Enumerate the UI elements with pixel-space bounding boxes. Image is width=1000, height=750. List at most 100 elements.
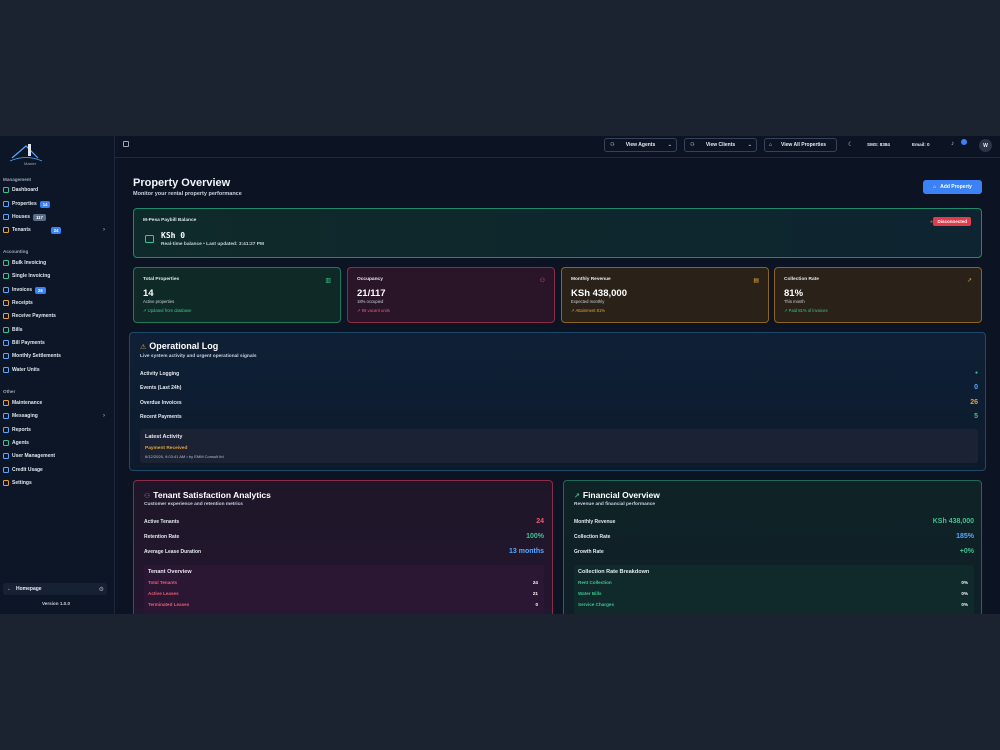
list-item: Service Charges 0%: [578, 602, 968, 607]
users-icon: [3, 227, 9, 233]
financial-overview-title: ↗ Financial Overview: [574, 490, 660, 500]
kv-row: Retention Rate 100%: [144, 533, 544, 540]
mpesa-label: M-Pesa Paybill Balance: [143, 218, 197, 223]
mpesa-balance-card: M-Pesa Paybill Balance ● Disconnected KS…: [133, 208, 982, 258]
properties-badge: 14: [39, 200, 51, 208]
stat-card-monthly-revenue[interactable]: Monthly Revenue ▤ KSh 438,000 Expected m…: [561, 267, 769, 323]
trending-up-icon: ↗: [574, 493, 580, 500]
view-agents-dropdown[interactable]: ⚇ View Agents ⌄: [604, 138, 677, 152]
tenants-badge: 24: [50, 226, 62, 234]
gear-icon: [3, 480, 9, 486]
bell-icon[interactable]: ♪: [951, 141, 954, 147]
chart-icon: [3, 427, 9, 433]
section-other: Other: [3, 389, 16, 394]
list-item: Terminated Leases 0: [148, 602, 538, 607]
card-icon: [3, 467, 9, 473]
sidebar-item-bill-payments[interactable]: Bill Payments: [3, 338, 111, 348]
calendar-icon: [3, 353, 9, 359]
sidebar-item-receipts[interactable]: Receipts: [3, 298, 111, 308]
sidebar-item-water-units[interactable]: Water Units: [3, 365, 111, 375]
trending-up-icon: ↗: [966, 278, 972, 284]
financial-overview-card: ↗ Financial Overview Revenue and financia…: [563, 480, 982, 614]
chevron-down-icon: ⌄: [747, 142, 752, 148]
shield-icon: [3, 453, 9, 459]
status-dot-icon: ●: [929, 219, 933, 225]
latest-activity: Latest Activity Payment Received 6/12/20…: [140, 429, 978, 463]
sidebar-item-messaging[interactable]: Messaging ›: [3, 411, 111, 421]
gear-icon[interactable]: ⚙: [98, 586, 104, 593]
sidebar-item-single-invoicing[interactable]: Single Invoicing: [3, 271, 111, 281]
invoices-badge: 26: [35, 286, 46, 294]
mpesa-balance: KSh 0: [161, 231, 186, 240]
tenant-analytics-title: ⚇ Tenant Satisfaction Analytics: [144, 490, 271, 500]
file-icon: [3, 273, 9, 279]
topbar: ⚇ View Agents ⌄ ⚇ View Clients ⌄ ⌂ View All P…: [115, 136, 1000, 158]
message-icon: [3, 413, 9, 419]
status-badge: Disconnected: [933, 217, 971, 226]
sidebar-item-maintenance[interactable]: Maintenance: [3, 398, 111, 408]
warning-icon: ⚠: [140, 344, 147, 351]
warning-icon: [3, 400, 9, 406]
list-item: Total Tenants 24: [148, 580, 538, 585]
view-properties-dropdown[interactable]: ⌂ View All Properties: [764, 138, 837, 152]
sidebar-item-bills[interactable]: Bills: [3, 325, 111, 335]
notification-dot-icon: [961, 139, 967, 145]
page-subtitle: Monitor your rental property performance: [133, 191, 242, 197]
card-icon: [3, 340, 9, 346]
stat-card-collection-rate[interactable]: Collection Rate ↗ 81% This month ↗ Paid …: [774, 267, 982, 323]
oplog-row-overdue: Overdue Invoices 26: [140, 399, 978, 406]
stat-card-occupancy[interactable]: Occupancy ⚇ 21/117 18% occupied ↗ 96 vac…: [347, 267, 555, 323]
section-management: Management: [3, 177, 32, 182]
add-property-button[interactable]: ⌂ Add Property: [923, 180, 982, 194]
users-icon: ⚇: [539, 278, 545, 284]
sidebar-toggle-icon[interactable]: [123, 141, 129, 147]
sidebar-item-settings[interactable]: Settings: [3, 478, 111, 488]
status-dot-icon: ●: [974, 370, 978, 376]
users-icon: [3, 440, 9, 446]
kv-row: Collection Rate 185%: [574, 533, 974, 540]
stat-card-total-properties[interactable]: Total Properties ▥ 14 Active properties …: [133, 267, 341, 323]
kv-row: Growth Rate +0%: [574, 548, 974, 555]
building-icon: ⌂: [769, 142, 773, 148]
building-icon: ▥: [325, 278, 331, 284]
bill-icon: [3, 327, 9, 333]
dashboard-icon: [3, 187, 9, 193]
building-icon: [3, 201, 9, 207]
receipt-icon: [3, 300, 9, 306]
sidebar-item-agents[interactable]: Agents: [3, 438, 111, 448]
receipt-icon: ▤: [753, 278, 759, 284]
avatar[interactable]: W: [979, 139, 992, 152]
sms-credits: SMS: 8384: [867, 142, 890, 147]
sidebar-item-credit-usage[interactable]: Credit Usage: [3, 465, 111, 475]
oplog-row-payments: Recent Payments 5: [140, 413, 978, 420]
app-window: Master Management Dashboard Properties 14…: [0, 136, 1000, 614]
sidebar-item-invoices[interactable]: Invoices 26: [3, 285, 111, 295]
sidebar-item-bulk-invoicing[interactable]: Bulk Invoicing: [3, 258, 111, 268]
sidebar-item-user-management[interactable]: User Management: [3, 451, 111, 461]
section-accounting: Accounting: [3, 249, 29, 254]
view-clients-dropdown[interactable]: ⚇ View Clients ⌄: [684, 138, 757, 152]
arrow-left-icon: ←: [7, 586, 12, 592]
sidebar-item-reports[interactable]: Reports: [3, 425, 111, 435]
operational-log-card: ⚠ Operational Log Live system activity an…: [129, 332, 986, 471]
tenant-analytics-card: ⚇ Tenant Satisfaction Analytics Customer …: [133, 480, 553, 614]
sidebar-item-receive-payments[interactable]: Receive Payments: [3, 311, 111, 321]
sidebar-item-properties[interactable]: Properties 14: [3, 199, 111, 209]
sidebar-item-monthly-settlements[interactable]: Monthly Settlements: [3, 351, 111, 361]
list-item: Rent Collection 0%: [578, 580, 968, 585]
logo-text: Master: [24, 161, 37, 166]
users-icon: ⚇: [144, 493, 151, 500]
dollar-icon: [3, 313, 9, 319]
collection-breakdown: Collection Rate Breakdown Rent Collectio…: [574, 565, 974, 614]
sidebar-item-tenants[interactable]: Tenants 24 ›: [3, 225, 111, 235]
operational-log-title: ⚠ Operational Log: [140, 341, 219, 351]
houses-badge: 117: [33, 213, 46, 221]
list-item: Active Leases 21: [148, 591, 538, 596]
homepage-button[interactable]: ← Homepage ⚙: [3, 583, 107, 595]
sidebar-item-dashboard[interactable]: Dashboard: [3, 185, 111, 195]
moon-icon[interactable]: ☾: [848, 142, 854, 148]
version-label: Version 1.0.0: [41, 601, 71, 606]
list-item: Water Bills 0%: [578, 591, 968, 596]
mpesa-updated: Real-time balance • Last updated: 3:41:2…: [161, 242, 264, 247]
sidebar-item-houses[interactable]: Houses 117: [3, 212, 111, 222]
